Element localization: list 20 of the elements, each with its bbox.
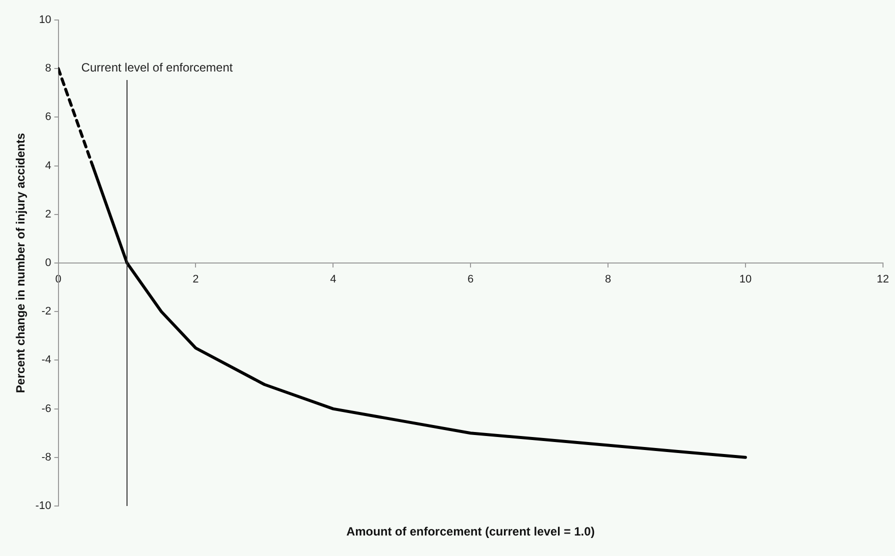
- y-tick-label: -8: [42, 451, 52, 464]
- y-tick-label: 10: [39, 14, 52, 26]
- ref-line-label: Current level of enforcement: [81, 60, 234, 74]
- x-tick-label: 12: [876, 274, 890, 286]
- x-tick-label: 10: [739, 274, 752, 286]
- x-tick-label: 4: [330, 274, 336, 286]
- x-tick-label: 2: [192, 274, 199, 286]
- x-axis-title: Amount of enforcement (current level = 1.0): [346, 524, 595, 538]
- y-tick-label: 2: [45, 208, 52, 220]
- y-tick-label: -6: [42, 402, 52, 415]
- y-tick-label: 6: [45, 111, 52, 124]
- y-tick-label: -4: [42, 354, 52, 366]
- y-tick-label: 0: [45, 257, 52, 270]
- y-tick-label: -2: [42, 306, 52, 318]
- y-tick-label: -10: [35, 500, 52, 512]
- y-tick-label: 4: [45, 160, 52, 172]
- y-tick-label: 8: [45, 62, 52, 75]
- x-tick-label: 8: [604, 274, 612, 286]
- y-axis-title: Percent change in number of injury accidents: [14, 132, 28, 394]
- x-tick-label: 6: [468, 274, 474, 286]
